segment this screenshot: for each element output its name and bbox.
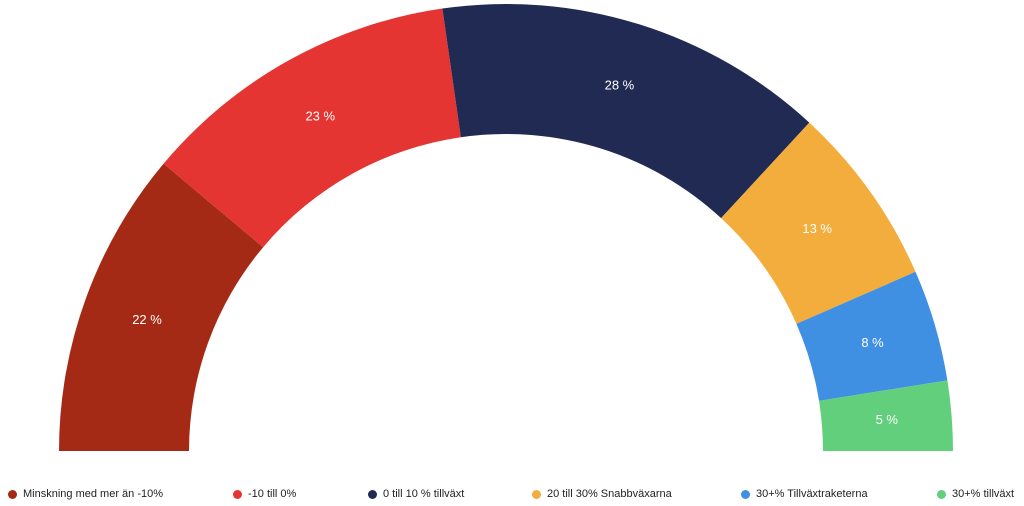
chart-plot-area: 22 % 23 % 28 % 13 % 8 % 5 % — [59, 3, 953, 451]
pie-slice-1[interactable] — [59, 163, 264, 451]
legend-dot-icon — [532, 489, 541, 499]
legend-item-2[interactable]: -10 till 0% — [233, 488, 296, 500]
legend-dot-icon — [233, 489, 242, 499]
slice-data-label-3: 28 % — [605, 78, 635, 93]
legend-label: 30+% Tillväxtraketerna — [756, 488, 868, 500]
legend-item-1[interactable]: Minskning med mer än -10% — [8, 488, 163, 500]
legend-label: 0 till 10 % tillväxt — [383, 488, 465, 500]
slice-data-label-4: 13 % — [802, 221, 832, 236]
pie-slice-2[interactable] — [163, 8, 461, 248]
legend-item-6[interactable]: 30+% tillväxt — [937, 488, 1014, 500]
slice-data-label-6: 5 % — [876, 412, 899, 427]
legend-item-4[interactable]: 20 till 30% Snabbväxarna — [532, 488, 672, 500]
pie-slice-6[interactable] — [819, 380, 953, 451]
chart-legend: Minskning med mer än -10% -10 till 0% 0 ti… — [0, 488, 1024, 506]
legend-dot-icon — [937, 489, 946, 499]
legend-item-5[interactable]: 30+% Tillväxtraketerna — [741, 488, 868, 500]
pie-slice-3[interactable] — [442, 3, 810, 219]
legend-label: -10 till 0% — [248, 488, 297, 500]
pie-slice-5[interactable] — [796, 271, 948, 401]
legend-label: 20 till 30% Snabbväxarna — [547, 488, 672, 500]
pie-slice-4[interactable] — [721, 122, 916, 324]
legend-label: Minskning med mer än -10% — [23, 488, 164, 500]
legend-dot-icon — [8, 489, 17, 499]
slice-data-label-2: 23 % — [305, 109, 335, 124]
legend-dot-icon — [368, 489, 377, 499]
legend-item-3[interactable]: 0 till 10 % tillväxt — [368, 488, 464, 500]
slice-data-label-5: 8 % — [861, 335, 884, 350]
slice-data-label-1: 22 % — [132, 312, 162, 327]
legend-label: 30+% tillväxt — [952, 488, 1015, 500]
legend-dot-icon — [741, 489, 750, 499]
